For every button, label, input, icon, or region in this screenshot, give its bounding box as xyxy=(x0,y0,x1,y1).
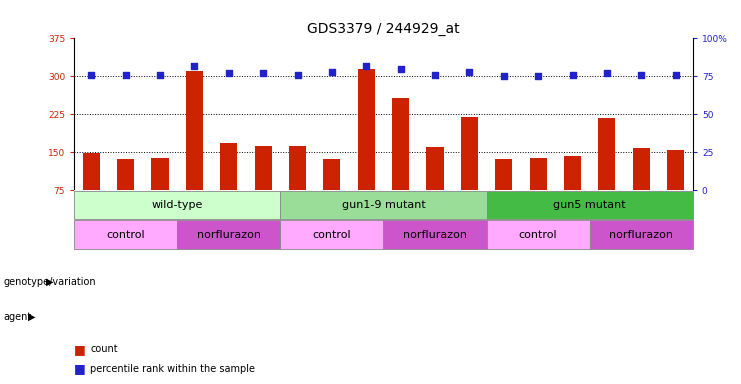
Text: control: control xyxy=(519,230,557,240)
Text: norflurazon: norflurazon xyxy=(197,230,261,240)
Point xyxy=(257,70,269,76)
Text: count: count xyxy=(90,344,118,354)
Bar xyxy=(74,220,177,249)
Bar xyxy=(74,190,280,219)
Bar xyxy=(461,117,478,190)
Point xyxy=(463,69,475,75)
Point xyxy=(120,72,132,78)
Text: norflurazon: norflurazon xyxy=(609,230,674,240)
Bar xyxy=(151,158,169,190)
Bar xyxy=(487,190,693,219)
Bar xyxy=(186,71,203,190)
Bar xyxy=(487,220,590,249)
Text: gun5 mutant: gun5 mutant xyxy=(554,200,626,210)
Text: control: control xyxy=(107,230,145,240)
Bar xyxy=(633,148,650,190)
Point xyxy=(567,72,579,78)
Bar xyxy=(83,153,100,190)
Bar xyxy=(667,150,684,190)
Bar xyxy=(564,156,581,190)
Point xyxy=(635,72,647,78)
Point xyxy=(498,73,510,79)
Bar xyxy=(392,98,409,190)
Point xyxy=(154,72,166,78)
Bar xyxy=(358,69,375,190)
Bar xyxy=(323,159,341,190)
Text: ▶: ▶ xyxy=(28,312,36,322)
Text: genotype/variation: genotype/variation xyxy=(4,277,96,287)
Point xyxy=(85,72,97,78)
Point xyxy=(360,63,372,69)
Bar xyxy=(255,146,272,190)
Bar xyxy=(117,159,134,190)
Text: control: control xyxy=(313,230,351,240)
Bar xyxy=(280,190,487,219)
Bar xyxy=(280,220,384,249)
Point xyxy=(223,70,235,76)
Text: percentile rank within the sample: percentile rank within the sample xyxy=(90,364,256,374)
Bar xyxy=(289,146,306,190)
Text: ■: ■ xyxy=(74,362,90,375)
Point xyxy=(326,69,338,75)
Point xyxy=(292,72,304,78)
Bar xyxy=(220,143,237,190)
Bar xyxy=(530,158,547,190)
Bar xyxy=(598,118,616,190)
Point xyxy=(188,63,200,69)
Point xyxy=(670,72,682,78)
Point xyxy=(601,70,613,76)
Point xyxy=(429,72,441,78)
Bar xyxy=(426,147,444,190)
Bar xyxy=(590,220,693,249)
Text: gun1-9 mutant: gun1-9 mutant xyxy=(342,200,425,210)
Point xyxy=(532,73,544,79)
Point xyxy=(395,66,407,72)
Bar xyxy=(495,159,512,190)
Bar xyxy=(177,220,280,249)
Title: GDS3379 / 244929_at: GDS3379 / 244929_at xyxy=(308,22,459,36)
Text: ▶: ▶ xyxy=(46,277,53,287)
Text: agent: agent xyxy=(4,312,32,322)
Text: wild-type: wild-type xyxy=(152,200,203,210)
Text: ■: ■ xyxy=(74,343,90,356)
Bar xyxy=(384,220,487,249)
Text: norflurazon: norflurazon xyxy=(403,230,467,240)
